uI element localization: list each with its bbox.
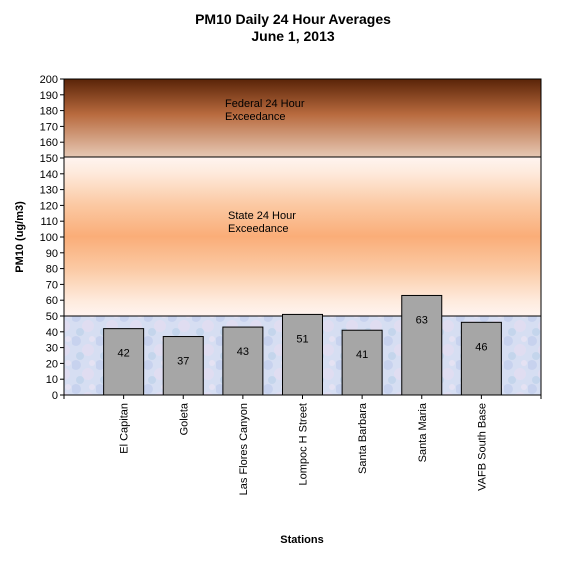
federal-zone-label: Federal 24 Hour [225,98,305,110]
bar-goleta [162,336,204,396]
y-tick-label: 120 [40,200,58,212]
y-tick-label: 190 [40,90,58,102]
data-label: 41 [356,349,368,361]
y-tick-label: 170 [40,121,58,133]
bar-lompoc-h-street [282,313,323,396]
y-axis-title: PM10 (ug/m3) [14,201,26,273]
y-tick-label: 70 [46,279,58,291]
x-axis-title: Stations [280,534,323,546]
y-tick-label: 160 [40,137,58,149]
y-tick-label: 90 [46,248,58,260]
bar-las-flores-canyon [222,326,264,396]
federal-exceedance-zone [64,79,541,157]
data-label: 42 [118,348,130,360]
bars-group: 42 37 43 51 41 63 46 [103,294,502,396]
y-tick-label: 10 [46,374,58,386]
bar-santa-maria [401,294,443,396]
x-tick-label: Las Flores Canyon [238,403,250,495]
y-tick-label: 30 [46,343,58,355]
bar-el-capitan [103,328,145,396]
x-tick-label: Santa Barbara [357,402,369,474]
data-label: 63 [416,314,428,326]
x-tick-label: Goleta [178,402,190,435]
bar-santa-barbara [341,329,383,396]
state-zone-label: State 24 Hour [228,210,296,222]
y-tick-label: 110 [40,216,58,228]
y-tick-label: 140 [40,169,58,181]
x-axis: El Capitan Goleta Las Flores Canyon Lompoc … [63,394,542,495]
data-label: 51 [296,333,308,345]
y-tick-label: 60 [46,295,58,307]
chart-title: PM10 Daily 24 Hour Averages [195,11,391,27]
y-tick-label: 50 [46,311,58,323]
x-tick-label: Lompoc H Street [298,403,310,486]
y-axis: 0 10 20 30 40 50 60 70 80 90 100 110 120 130 140 150 160… [40,74,65,402]
x-tick-label: VAFB South Base [476,403,488,491]
y-tick-label: 80 [46,264,58,276]
y-tick-label: 180 [40,106,58,118]
y-tick-label: 200 [40,74,58,86]
y-tick-label: 130 [40,185,58,197]
y-tick-label: 20 [46,358,58,370]
data-label: 46 [475,341,487,353]
data-label: 43 [237,346,249,358]
y-tick-label: 40 [46,327,58,339]
x-tick-label: El Capitan [119,403,131,454]
y-tick-label: 0 [52,390,58,402]
data-label: 37 [177,356,189,368]
state-exceedance-zone [64,157,541,316]
y-tick-label: 150 [40,153,58,165]
y-tick-label: 100 [40,232,58,244]
bar-vafb-south-base [460,321,502,396]
federal-zone-label-line2: Exceedance [225,111,286,123]
chart-subtitle: June 1, 2013 [251,28,334,44]
x-tick-label: Santa Maria [417,402,429,462]
state-zone-label-line2: Exceedance [228,223,289,235]
